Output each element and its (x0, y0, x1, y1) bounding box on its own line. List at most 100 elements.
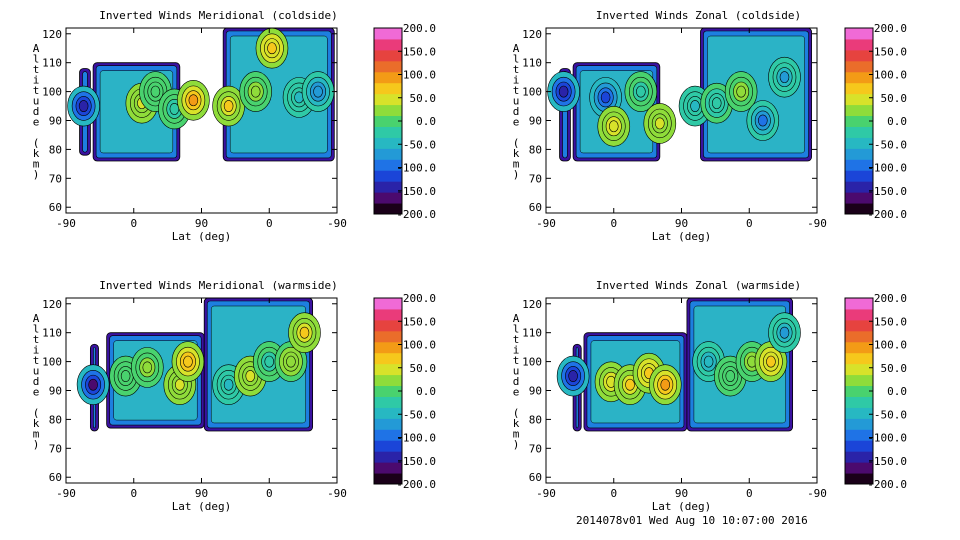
colorbar-band (845, 396, 873, 408)
colorbar-band (374, 71, 402, 84)
contour-blob (78, 100, 89, 112)
xtick-label: 90 (675, 217, 688, 230)
colorbar-tick-label: 200.0 (874, 292, 907, 305)
panel-title: Inverted Winds Meridional (coldside) (99, 9, 337, 22)
colorbar-band (374, 330, 402, 343)
colorbar-band (845, 319, 873, 332)
colorbar-band (374, 170, 402, 182)
y-axis-label-char: i (33, 344, 40, 357)
colorbar-band (374, 308, 402, 321)
colorbar-tick-label: 50.0 (410, 362, 437, 375)
ytick-label: 70 (529, 172, 542, 185)
y-axis-label-char: A (33, 42, 40, 55)
colorbar-tick-label: 200.0 (403, 292, 436, 305)
colorbar-tick-label: -50.0 (403, 408, 436, 421)
colorbar-tick-label: 100.0 (874, 69, 907, 82)
ytick-label: 100 (42, 356, 62, 369)
contour-blob (725, 370, 736, 382)
contour-blob (267, 42, 277, 55)
colorbar-tick-label: 0.0 (887, 385, 907, 398)
contour-blob (660, 378, 671, 391)
x-axis-label: Lat (deg) (652, 500, 712, 513)
ytick-label: 90 (529, 385, 542, 398)
y-axis-label-char: i (33, 74, 40, 87)
contour-blob (766, 355, 776, 368)
colorbar-band (374, 319, 402, 332)
contour-blob (183, 355, 193, 368)
colorbar-tick-label: -100.0 (396, 432, 436, 445)
y-axis-label-char: u (513, 95, 520, 108)
xtick-label: -90 (536, 217, 556, 230)
contour-blob (636, 85, 646, 98)
y-axis-label-char: e (33, 386, 40, 399)
contour-blob (608, 120, 619, 133)
colorbar-band (374, 462, 402, 474)
colorbar-band (845, 330, 873, 343)
ytick-label: 100 (42, 86, 62, 99)
x-axis-label: Lat (deg) (172, 230, 232, 243)
ytick-label: 110 (42, 57, 62, 70)
colorbar-tick-label: -100.0 (396, 162, 436, 175)
y-axis-label-char: ) (513, 438, 520, 451)
y-axis-label-char: u (33, 365, 40, 378)
y-axis-label-char: d (33, 375, 40, 388)
colorbar-band (374, 115, 402, 127)
colorbar-tick-label: 200.0 (874, 22, 907, 35)
colorbar-band (845, 115, 873, 127)
ytick-label: 110 (42, 327, 62, 340)
ytick-label: 60 (49, 201, 62, 214)
ytick-label: 60 (529, 471, 542, 484)
colorbar-band (845, 49, 873, 62)
ytick-label: 60 (49, 471, 62, 484)
ytick-label: 90 (529, 115, 542, 128)
colorbar-band (374, 374, 402, 387)
colorbar-band (845, 203, 873, 215)
panel-title: Inverted Winds Zonal (coldside) (596, 9, 801, 22)
ytick-label: 100 (522, 86, 542, 99)
colorbar-band (845, 137, 873, 149)
y-axis-label-char: l (513, 323, 520, 336)
y-axis-label-char: e (33, 116, 40, 129)
y-axis-label-char: k (33, 417, 40, 430)
colorbar-band (845, 60, 873, 73)
y-axis-label-char: A (33, 312, 40, 325)
colorbar-band (845, 126, 873, 138)
xtick-label: 0 (266, 217, 273, 230)
xtick-label: 0 (746, 487, 753, 500)
colorbar-band (845, 82, 873, 95)
contour-blob (625, 378, 635, 391)
y-axis-label-char: ) (33, 168, 40, 181)
ytick-label: 80 (49, 143, 62, 156)
colorbar-tick-label: -150.0 (867, 185, 907, 198)
ytick-label: 120 (522, 298, 542, 311)
y-axis-label-char: A (513, 312, 520, 325)
xtick-label: -90 (56, 217, 76, 230)
y-axis-label-char: k (513, 417, 520, 430)
ytick-label: 110 (522, 327, 542, 340)
xtick-label: 0 (130, 217, 137, 230)
ytick-label: 70 (49, 172, 62, 185)
colorbar-tick-label: 100.0 (403, 69, 436, 82)
colorbar-band (845, 308, 873, 321)
y-axis-label-char: m (513, 158, 520, 171)
contour-blob (223, 378, 234, 391)
colorbar-tick-label: 150.0 (403, 45, 436, 58)
xtick-label: -90 (327, 217, 347, 230)
colorbar-tick-label: 50.0 (881, 362, 908, 375)
colorbar: 200.0 150.0 100.0 50.0 0.0 -50.0 -100.0 -150.0 -… (844, 22, 907, 221)
colorbar-band (845, 93, 873, 106)
colorbar: 200.0 150.0 100.0 50.0 0.0 -50.0 -100.0 -150.0 -… (844, 292, 908, 491)
y-axis-label-char: e (513, 116, 520, 129)
colorbar-tick-label: 0.0 (416, 115, 436, 128)
colorbar-tick-label: -150.0 (396, 455, 436, 468)
xtick-label: 0 (610, 487, 617, 500)
colorbar-tick-label: 100.0 (403, 339, 436, 352)
ytick-label: 80 (529, 143, 542, 156)
y-axis-label-char: l (33, 323, 40, 336)
colorbar-band (374, 203, 402, 215)
plot-area (76, 298, 321, 432)
colorbar-tick-label: 200.0 (403, 22, 436, 35)
ytick-label: 120 (42, 28, 62, 41)
